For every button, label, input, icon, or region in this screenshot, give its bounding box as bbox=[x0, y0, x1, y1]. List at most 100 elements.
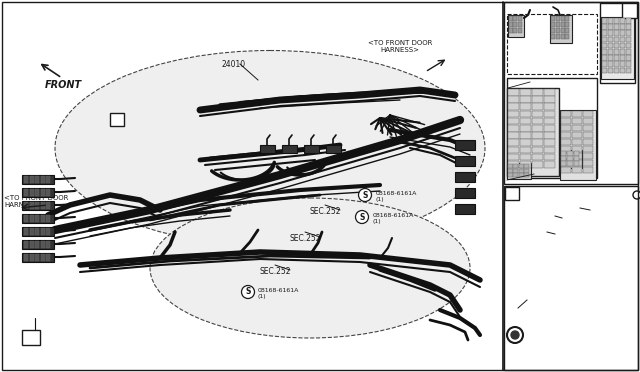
Bar bbox=[556, 22, 560, 27]
Text: 08168-6161A
(1): 08168-6161A (1) bbox=[373, 213, 414, 224]
Bar bbox=[260, 145, 275, 153]
Bar bbox=[46, 254, 50, 261]
Bar bbox=[525, 173, 529, 177]
Bar bbox=[608, 55, 613, 61]
Bar bbox=[602, 24, 607, 30]
Bar bbox=[561, 161, 566, 166]
Bar bbox=[29, 176, 33, 183]
Bar bbox=[525, 164, 529, 168]
Bar bbox=[583, 118, 593, 124]
Bar bbox=[561, 167, 571, 173]
Bar bbox=[24, 189, 28, 196]
Bar bbox=[561, 156, 566, 160]
Bar bbox=[455, 204, 475, 214]
Bar bbox=[544, 147, 555, 153]
Bar bbox=[614, 31, 619, 36]
Bar bbox=[626, 43, 631, 48]
Text: 24271NA: 24271NA bbox=[563, 215, 595, 221]
Bar bbox=[520, 110, 531, 117]
Bar bbox=[508, 140, 519, 146]
Bar bbox=[520, 96, 531, 103]
Bar bbox=[508, 154, 519, 160]
Text: S: S bbox=[245, 288, 251, 296]
Bar bbox=[614, 61, 619, 67]
Bar bbox=[46, 241, 50, 248]
Text: FRONT: FRONT bbox=[45, 80, 82, 90]
Text: 24010B: 24010B bbox=[507, 170, 534, 176]
Bar bbox=[509, 22, 513, 27]
Bar bbox=[626, 49, 631, 55]
Bar bbox=[29, 241, 33, 248]
Bar bbox=[110, 113, 124, 126]
Bar bbox=[568, 161, 573, 166]
Bar bbox=[532, 140, 543, 146]
Bar bbox=[520, 125, 531, 131]
Bar bbox=[40, 254, 45, 261]
Bar bbox=[22, 330, 40, 345]
Text: 24312P
24312PA: 24312P 24312PA bbox=[602, 5, 632, 18]
Bar bbox=[551, 28, 555, 33]
Bar bbox=[35, 202, 39, 209]
Circle shape bbox=[511, 331, 519, 339]
Bar bbox=[520, 89, 531, 96]
Bar bbox=[455, 188, 475, 198]
Text: 24018Y: 24018Y bbox=[528, 297, 554, 303]
Bar bbox=[551, 16, 555, 21]
Text: B: B bbox=[114, 115, 120, 124]
Bar bbox=[508, 110, 519, 117]
Bar bbox=[572, 167, 582, 173]
Text: 24010B: 24010B bbox=[553, 8, 580, 14]
Bar bbox=[608, 36, 613, 42]
Bar bbox=[518, 16, 522, 21]
Bar bbox=[40, 241, 45, 248]
Bar bbox=[544, 89, 555, 96]
Text: <TO FRONT DOOR
HARNESS>: <TO FRONT DOOR HARNESS> bbox=[4, 195, 68, 208]
Bar bbox=[24, 254, 28, 261]
Bar bbox=[572, 125, 582, 131]
Bar bbox=[620, 55, 625, 61]
Bar bbox=[508, 147, 519, 153]
Bar bbox=[583, 146, 593, 152]
Bar bbox=[508, 132, 519, 139]
Text: 08168-6161A
(1): 08168-6161A (1) bbox=[258, 288, 300, 299]
Bar bbox=[602, 55, 607, 61]
Bar bbox=[583, 111, 593, 117]
Bar bbox=[620, 61, 625, 67]
Bar bbox=[508, 161, 519, 167]
Bar bbox=[568, 156, 573, 160]
Bar bbox=[544, 161, 555, 167]
Ellipse shape bbox=[55, 51, 485, 246]
Bar bbox=[532, 132, 543, 139]
Bar bbox=[507, 78, 597, 178]
Bar bbox=[532, 118, 543, 124]
Bar bbox=[455, 156, 475, 166]
Bar bbox=[513, 164, 518, 168]
Bar bbox=[556, 34, 560, 39]
Bar bbox=[560, 110, 596, 180]
Bar bbox=[455, 172, 475, 182]
Bar bbox=[35, 189, 39, 196]
Text: 25464
25464+A: 25464 25464+A bbox=[562, 100, 595, 113]
Bar bbox=[560, 150, 582, 168]
Bar bbox=[22, 201, 54, 210]
Text: SEC.252: SEC.252 bbox=[508, 80, 537, 86]
Bar bbox=[626, 68, 631, 73]
Bar bbox=[40, 202, 45, 209]
Bar bbox=[507, 88, 559, 176]
Bar bbox=[572, 153, 582, 159]
Bar bbox=[561, 111, 571, 117]
Text: S: S bbox=[362, 190, 368, 199]
Bar bbox=[24, 176, 28, 183]
Bar bbox=[513, 173, 518, 177]
Bar bbox=[513, 28, 518, 33]
Bar bbox=[40, 189, 45, 196]
Bar bbox=[583, 153, 593, 159]
Bar bbox=[532, 125, 543, 131]
Bar bbox=[551, 34, 555, 39]
Bar bbox=[572, 146, 582, 152]
Bar bbox=[602, 49, 607, 55]
Bar bbox=[602, 61, 607, 67]
Bar bbox=[565, 34, 570, 39]
Bar bbox=[282, 145, 297, 153]
Bar bbox=[519, 173, 524, 177]
